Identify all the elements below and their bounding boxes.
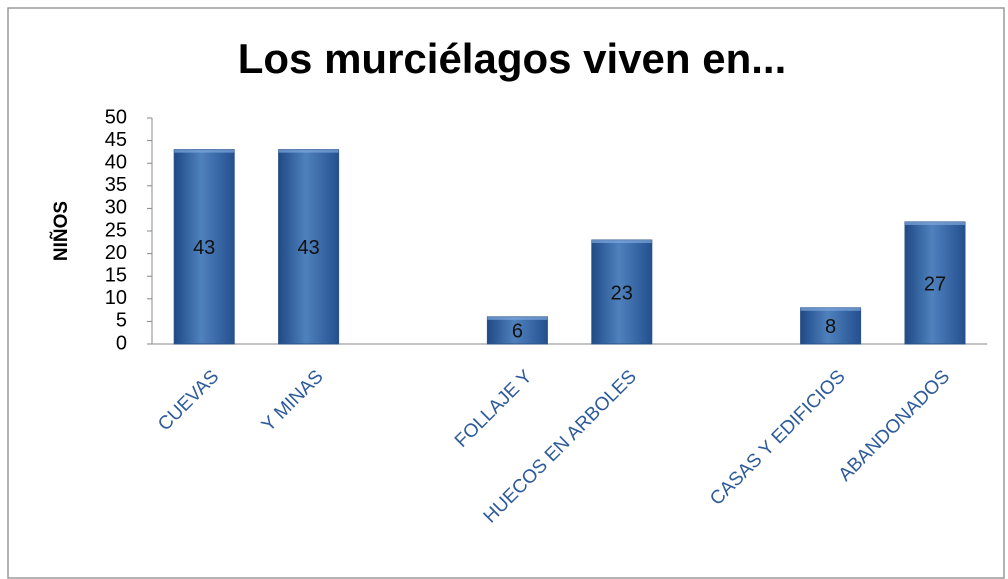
- y-tick-label: 50: [105, 106, 127, 128]
- y-tick-label: 25: [105, 219, 127, 241]
- y-tick-label: 40: [105, 151, 127, 173]
- y-tick-label: 5: [116, 310, 127, 332]
- value-label: 43: [297, 237, 319, 259]
- bar-top: [591, 240, 652, 244]
- bar-top: [278, 149, 339, 153]
- bar: [800, 307, 862, 345]
- bar-top: [800, 307, 861, 311]
- y-tick-label: 10: [105, 287, 127, 309]
- value-label: 23: [611, 282, 633, 304]
- bar-top: [487, 316, 548, 320]
- y-tick-label: 30: [105, 197, 127, 219]
- y-tick-label: 20: [105, 242, 127, 264]
- value-label: 43: [193, 237, 215, 259]
- bar: [904, 221, 966, 345]
- bar: [173, 149, 235, 345]
- y-tick-label: 0: [116, 332, 127, 354]
- bar-top: [905, 221, 965, 225]
- value-label: 6: [512, 321, 523, 343]
- bar: [591, 239, 653, 345]
- bar-top: [174, 149, 235, 153]
- bar: [278, 149, 340, 345]
- y-tick-label: 35: [105, 174, 127, 196]
- value-label: 8: [825, 316, 836, 338]
- value-label: 27: [924, 273, 946, 295]
- y-axis-label: NIÑOS: [50, 201, 72, 261]
- chart-title: Los murciélagos viven en...: [238, 35, 787, 82]
- y-tick-label: 15: [105, 264, 127, 286]
- y-tick-label: 45: [105, 129, 127, 151]
